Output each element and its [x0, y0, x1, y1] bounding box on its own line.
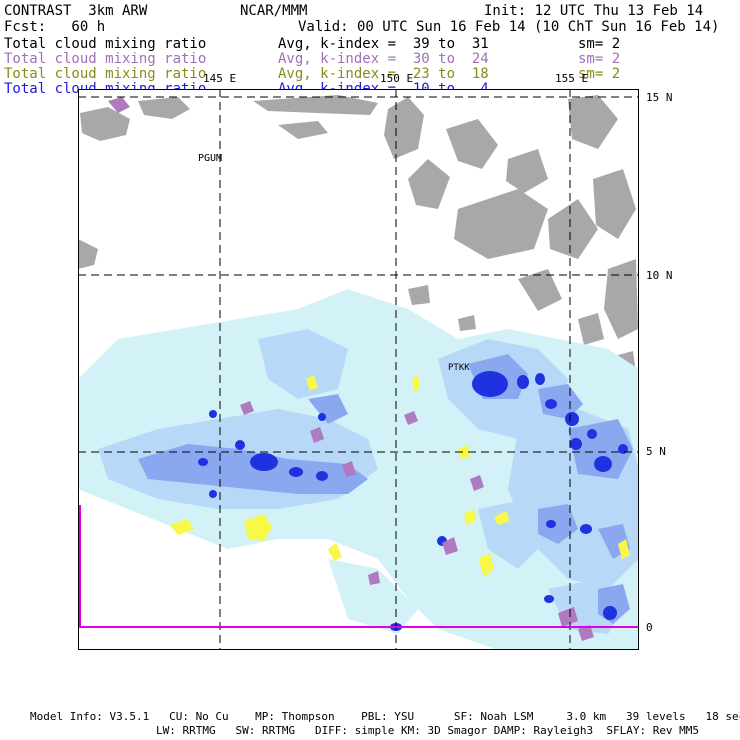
- station-label-pgum: PGUM: [198, 153, 222, 164]
- ice-region: [170, 375, 630, 577]
- purple-region: [108, 97, 594, 641]
- legend-field-2: Total cloud mixing ratio: [4, 51, 207, 67]
- map-frame: [78, 89, 639, 650]
- model-info-line-1: Model Info: V3.5.1 CU: No Cu MP: Thompso…: [30, 710, 740, 723]
- lat-label-10n: 10 N: [646, 269, 673, 282]
- legend-sm-2: sm= 2: [578, 51, 621, 67]
- forecast-hour: Fcst: 60 h: [4, 19, 106, 35]
- legend-avg-3: Avg, k-index = 23 to 18: [278, 66, 489, 82]
- legend-avg-1: Avg, k-index = 39 to 31: [278, 36, 489, 52]
- lat-label-0: 0: [646, 621, 653, 634]
- legend-sm-1: sm= 2: [578, 36, 621, 52]
- lat-label-5n: 5 N: [646, 445, 666, 458]
- magenta-boundary: [79, 505, 639, 628]
- station-label-ptkk: PTKK: [448, 363, 470, 373]
- organization: NCAR/MMM: [240, 3, 308, 19]
- model-title: CONTRAST 3km ARW: [4, 3, 148, 19]
- forecast-map: PGUM PTKK: [78, 89, 639, 650]
- lon-label-145: 145 E: [203, 72, 237, 85]
- lon-label-150: 150 E: [380, 72, 414, 85]
- valid-time: Valid: 00 UTC Sun 16 Feb 14 (10 ChT Sun …: [298, 19, 720, 35]
- legend-sm-3: sm= 2: [578, 66, 621, 82]
- init-time: Init: 12 UTC Thu 13 Feb 14: [484, 3, 704, 19]
- lat-label-15n: 15 N: [646, 91, 673, 104]
- lon-label-155: 155 E: [555, 72, 589, 85]
- model-info-line-2: LW: RRTMG SW: RRTMG DIFF: simple KM: 3D …: [156, 724, 700, 737]
- cloud-high-region: [138, 354, 633, 624]
- legend-field-3: Total cloud mixing ratio: [4, 66, 207, 82]
- legend-field-1: Total cloud mixing ratio: [4, 36, 207, 52]
- legend-avg-2: Avg, k-index = 30 to 24: [278, 51, 489, 67]
